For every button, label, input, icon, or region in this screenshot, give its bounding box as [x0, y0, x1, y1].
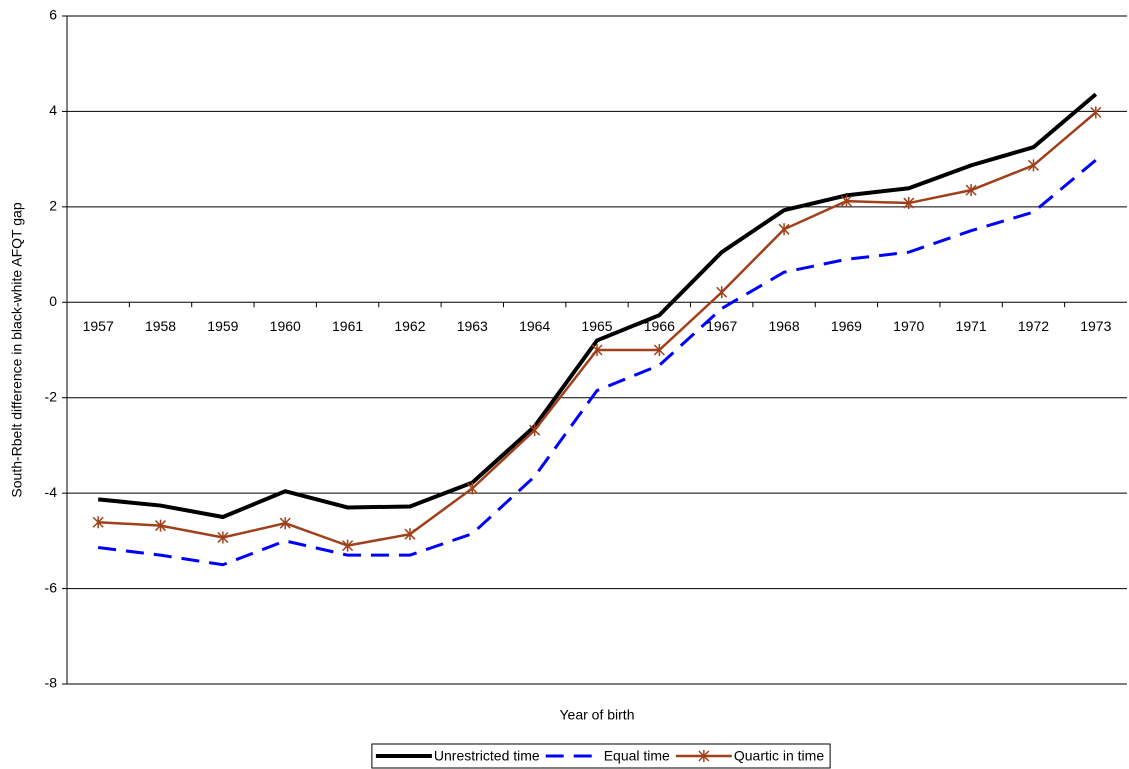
- marker: [1090, 106, 1102, 119]
- x-tick-label: 1967: [706, 318, 737, 334]
- marker: [840, 195, 852, 208]
- marker: [698, 750, 710, 762]
- x-tick-label: 1969: [831, 318, 862, 334]
- x-tick-label: 1968: [768, 318, 799, 334]
- marker: [903, 197, 915, 210]
- marker: [279, 517, 291, 530]
- x-tick-label: 1973: [1080, 318, 1111, 334]
- marker: [342, 539, 354, 552]
- x-tick-label: 1959: [207, 318, 238, 334]
- x-tick-label: 1971: [956, 318, 987, 334]
- x-tick-label: 1961: [332, 318, 363, 334]
- y-tick-label: 2: [49, 198, 57, 214]
- marker: [716, 286, 728, 299]
- marker: [778, 223, 790, 236]
- x-tick-label: 1958: [145, 318, 176, 334]
- x-tick-label: 1963: [457, 318, 488, 334]
- x-axis-label: Year of birth: [560, 707, 635, 723]
- marker: [1027, 159, 1040, 172]
- marker: [404, 528, 416, 541]
- y-tick-label: -8: [45, 675, 58, 691]
- legend-box: [371, 743, 831, 769]
- x-tick-label: 1970: [893, 318, 924, 334]
- marker: [154, 519, 167, 532]
- legend-label: Unrestricted time: [434, 748, 540, 764]
- marker: [653, 344, 665, 356]
- y-tick-label: -2: [45, 388, 58, 404]
- y-tick-label: -4: [45, 484, 58, 500]
- x-tick-label: 1962: [394, 318, 425, 334]
- x-tick-label: 1957: [83, 318, 114, 334]
- legend-label: Equal time: [604, 748, 670, 764]
- x-tick-label: 1966: [644, 318, 675, 334]
- x-tick-label: 1964: [519, 318, 550, 334]
- marker: [217, 531, 229, 544]
- marker: [591, 344, 603, 356]
- legend: Unrestricted time Equal time Quartic in ti…: [371, 743, 831, 769]
- x-tick-label: 1960: [270, 318, 301, 334]
- marker: [529, 424, 541, 437]
- legend-label: Quartic in time: [734, 748, 824, 764]
- y-tick-label: 4: [49, 102, 57, 118]
- series-line: [97, 158, 1097, 567]
- marker: [466, 482, 478, 495]
- marker: [92, 516, 104, 529]
- x-tick-label: 1972: [1018, 318, 1049, 334]
- x-tick-label: 1965: [581, 318, 612, 334]
- y-tick-label: -6: [45, 579, 58, 595]
- y-tick-label: 0: [49, 293, 57, 309]
- series-line: [97, 92, 1098, 520]
- y-tick-label: 6: [49, 7, 57, 23]
- y-axis-label: South-Rbelt difference in black-white AF…: [9, 202, 25, 497]
- marker: [965, 184, 977, 197]
